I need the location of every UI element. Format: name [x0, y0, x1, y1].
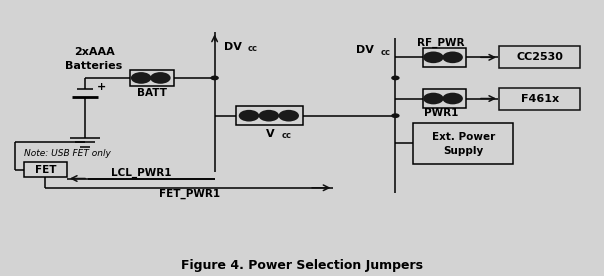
Text: RF_PWR: RF_PWR	[417, 38, 465, 48]
Text: Supply: Supply	[443, 146, 483, 156]
Bar	[130, 70, 173, 86]
Text: DV: DV	[356, 46, 374, 55]
Circle shape	[423, 93, 443, 104]
Bar	[423, 48, 466, 67]
Circle shape	[442, 52, 463, 63]
Text: Note: USB FET only: Note: USB FET only	[24, 149, 111, 158]
Circle shape	[391, 113, 400, 118]
Circle shape	[150, 72, 171, 84]
Circle shape	[210, 76, 219, 80]
Circle shape	[239, 110, 259, 121]
Text: FET: FET	[34, 164, 56, 175]
Text: cc: cc	[282, 131, 292, 140]
Bar	[499, 87, 580, 110]
Circle shape	[259, 110, 279, 121]
Circle shape	[131, 72, 152, 84]
Bar	[423, 89, 466, 108]
Text: V: V	[266, 129, 274, 139]
Text: DV: DV	[223, 42, 242, 52]
Text: 2xAAA: 2xAAA	[74, 47, 115, 57]
Circle shape	[442, 93, 463, 104]
Bar	[414, 123, 513, 164]
Text: Ext. Power: Ext. Power	[432, 132, 495, 142]
Circle shape	[423, 52, 443, 63]
Text: +: +	[97, 82, 106, 92]
Text: cc: cc	[248, 44, 258, 54]
Bar	[499, 46, 580, 68]
Bar	[24, 162, 67, 177]
Text: cc: cc	[381, 48, 390, 57]
Text: CC2530: CC2530	[516, 52, 563, 62]
Text: BATT: BATT	[137, 88, 167, 98]
Text: F461x: F461x	[521, 94, 559, 104]
Circle shape	[278, 110, 299, 121]
Bar	[236, 106, 303, 125]
Text: FET_PWR1: FET_PWR1	[159, 189, 220, 199]
Text: PWR1: PWR1	[424, 108, 458, 118]
Text: Figure 4. Power Selection Jumpers: Figure 4. Power Selection Jumpers	[181, 259, 423, 272]
Text: LCL_PWR1: LCL_PWR1	[111, 168, 171, 178]
Text: Batteries: Batteries	[65, 61, 123, 71]
Circle shape	[391, 76, 400, 80]
